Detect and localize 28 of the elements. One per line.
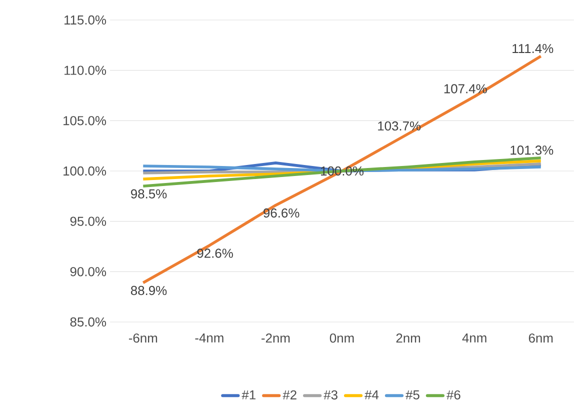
data-label: 92.6% [197, 248, 233, 258]
data-label: 98.5% [131, 189, 167, 198]
data-label: 88.9% [130, 286, 167, 296]
y-tick-label: 115.0% [64, 15, 106, 25]
legend-label: #4 [364, 390, 379, 400]
x-tick-label: -2nm [262, 333, 290, 343]
y-tick-label: 85.0% [70, 317, 106, 327]
x-tick-label: 0nm [330, 333, 354, 343]
data-label: 96.6% [264, 208, 300, 218]
legend-label: #6 [446, 390, 460, 400]
data-label: 111.4% [512, 44, 554, 54]
legend-label: #1 [242, 390, 256, 400]
legend-label: #5 [406, 390, 420, 400]
y-tick-label: 90.0% [70, 267, 106, 276]
x-tick-label: 2nm [396, 333, 420, 343]
data-label: 103.7% [378, 121, 421, 131]
legend-label: #2 [282, 390, 296, 400]
data-label: 107.4% [444, 84, 487, 94]
legend-label: #3 [324, 390, 338, 400]
y-tick-label: 105.0% [64, 116, 106, 126]
x-tick-label: 6nm [528, 333, 553, 343]
y-tick-label: 110.0% [64, 66, 106, 75]
x-tick-label: 4nm [462, 333, 486, 342]
x-tick-label: -4nm [195, 333, 224, 342]
y-tick-label: 95.0% [70, 216, 106, 226]
data-label: 101.3% [510, 146, 554, 155]
x-tick-label: -6nm [128, 333, 158, 343]
y-tick-label: 100.0% [64, 166, 106, 176]
